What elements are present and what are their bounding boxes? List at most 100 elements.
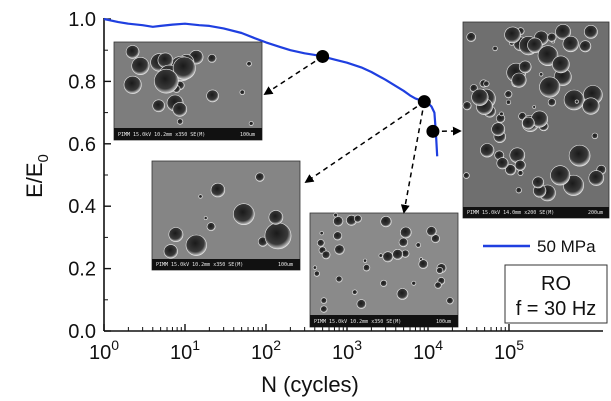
sem-pore	[313, 270, 320, 277]
sem-pore	[185, 234, 207, 256]
sem-inset-initial: PIMM 15.0kV 10.2mm x350 SE(M) 100um	[151, 160, 301, 271]
sem-pore	[483, 80, 490, 87]
y-tick-label: 0.6	[68, 134, 96, 156]
sem-pore	[168, 227, 184, 242]
sem-pore	[539, 76, 561, 98]
sem-pore	[496, 157, 509, 170]
marker-arrow	[304, 101, 425, 184]
sem-pore	[555, 23, 571, 40]
sem-inset-caption: PIMM 15.0kV 14.0mm x200 SE(M)	[467, 210, 554, 216]
sem-pore	[123, 75, 142, 94]
sem-pore	[539, 72, 544, 77]
sem-pore	[517, 170, 524, 176]
data-marker	[426, 124, 440, 138]
sem-pore	[207, 54, 217, 63]
x-tick-label: 104	[413, 337, 443, 364]
sem-pore	[582, 97, 600, 115]
y-axis-title-subscript: 0	[35, 154, 52, 162]
sem-pore	[434, 281, 442, 289]
sem-pore	[562, 35, 579, 53]
sem-pore	[426, 226, 437, 237]
sem-pore	[462, 101, 472, 111]
sem-pore	[491, 122, 506, 137]
legend: 50 MPa	[483, 237, 596, 256]
sem-pore	[320, 297, 328, 304]
sem-pore	[584, 24, 598, 39]
sem-inset-caption: PIMM 15.0kV 10.2mm x350 SE(M)	[118, 132, 205, 138]
sem-pore	[591, 132, 599, 140]
sem-inset-scale: 100um	[436, 319, 451, 325]
sem-pore	[248, 121, 254, 126]
sem-pore	[505, 99, 512, 105]
sem-pore	[312, 265, 318, 270]
sem-pore	[203, 216, 208, 221]
sem-pore	[320, 305, 328, 313]
y-tick-group: 0.0 0.2 0.4 0.6 0.8 1.0	[68, 9, 111, 343]
sem-pore	[527, 37, 543, 53]
sem-pore	[206, 89, 219, 103]
sem-pore	[415, 242, 421, 248]
sem-pore	[334, 244, 345, 255]
sem-pore	[268, 210, 284, 225]
sem-pore	[255, 172, 265, 182]
x-tick-label: 105	[494, 337, 524, 364]
marker-arrow	[263, 55, 324, 95]
sem-pore	[463, 172, 470, 179]
sem-pore	[131, 56, 150, 75]
sem-pore	[505, 164, 517, 176]
sem-pore	[588, 170, 605, 186]
sem-pore	[177, 118, 184, 125]
sem-pore	[353, 214, 362, 223]
sem-pore	[152, 99, 165, 113]
sem-pore	[392, 248, 404, 260]
sem-pore	[333, 216, 344, 227]
sem-pore	[436, 266, 444, 274]
y-axis-title: E/E0	[22, 154, 52, 198]
sem-pore	[563, 89, 585, 111]
sem-pore	[333, 212, 339, 218]
sem-inset-scale: 100um	[278, 262, 293, 268]
x-axis-title: N (cycles)	[261, 372, 359, 397]
x-tick-label: 103	[332, 337, 362, 364]
sem-pore	[431, 234, 440, 244]
sem-pore	[172, 56, 196, 80]
sem-pore	[499, 111, 504, 117]
sem-pore	[480, 143, 495, 158]
sem-pore	[471, 88, 489, 106]
sem-pore	[363, 264, 371, 272]
data-marker	[316, 49, 330, 63]
sem-pore	[574, 99, 579, 104]
sem-pore	[411, 280, 417, 286]
sem-inset-caption: PIMM 15.0kV 10.2mm x350 SE(M)	[156, 262, 243, 268]
sem-pore	[398, 237, 409, 248]
y-tick-label: 0.8	[68, 71, 96, 93]
sem-pore	[154, 68, 179, 94]
info-box-line-2: f = 30 Hz	[516, 298, 597, 320]
sem-pore	[396, 288, 409, 300]
y-tick-label: 0.4	[68, 196, 96, 218]
sem-pore	[547, 32, 557, 43]
x-tick-label: 102	[251, 337, 281, 364]
sem-pore	[356, 299, 367, 309]
sem-pore	[504, 26, 521, 44]
marker-arrow	[400, 101, 426, 214]
sem-pore	[335, 275, 343, 283]
sem-pore	[532, 176, 545, 189]
sem-pore	[319, 231, 324, 236]
sem-pore	[579, 40, 592, 53]
sem-inset-9000-cycles: PIMM 15.0kV 10.2mm x350 SE(M) 100um	[309, 212, 459, 328]
sem-pore	[511, 72, 527, 88]
sem-inset-caption: PIMM 15.0kV 10.2mm x350 SE(M)	[314, 319, 401, 325]
x-tick-label: 101	[170, 337, 200, 364]
sem-pore	[522, 116, 535, 130]
sem-pore	[514, 159, 526, 171]
sem-pore	[172, 102, 188, 117]
marker-layer	[263, 49, 462, 214]
x-tick-group: 100 101 102 103 104 105	[89, 324, 524, 364]
sem-pore	[352, 289, 358, 295]
sem-pore	[125, 45, 140, 59]
x-tick-label: 100	[89, 337, 119, 364]
sem-pore	[246, 61, 252, 67]
sem-pore	[198, 194, 203, 199]
